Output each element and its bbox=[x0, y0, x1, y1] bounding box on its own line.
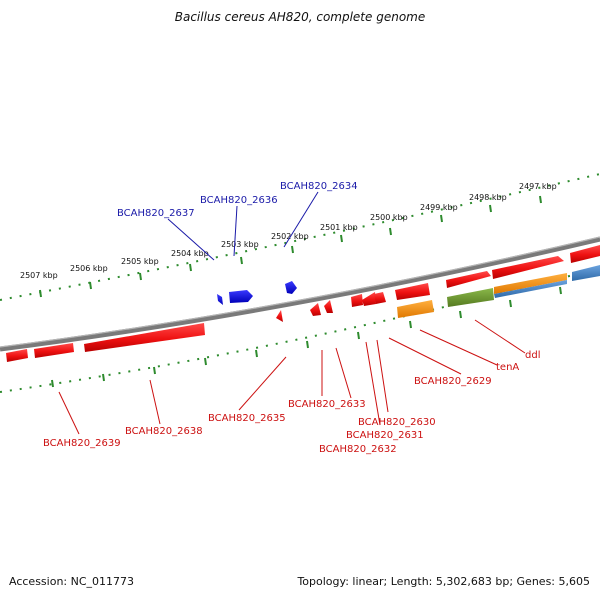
lower-scale-ticks bbox=[51, 286, 562, 388]
scale-label: 2501 kbp bbox=[320, 223, 358, 232]
gene-arrow-red[interactable] bbox=[6, 349, 28, 362]
gene-label: BCAH820_2638 bbox=[125, 426, 203, 437]
upper-leader-lines bbox=[167, 191, 319, 261]
gene-label: BCAH820_2636 bbox=[200, 195, 278, 206]
gene-arrow-red[interactable] bbox=[310, 303, 321, 316]
scale-label: 2500 kbp bbox=[370, 213, 408, 222]
scale-label: 2507 kbp bbox=[20, 271, 58, 280]
genome-backbone bbox=[0, 236, 600, 352]
scale-label: 2504 kbp bbox=[171, 249, 209, 258]
genome-backbone-highlight bbox=[0, 236, 600, 348]
gene-arrow-red[interactable] bbox=[276, 310, 283, 322]
genome-title: Bacillus cereus AH820, complete genome bbox=[174, 10, 426, 24]
gene-arrow-red[interactable] bbox=[570, 245, 600, 263]
gene-label: BCAH820_2639 bbox=[43, 438, 121, 449]
gene-arrow-steel[interactable] bbox=[494, 280, 567, 298]
gene-arrow-orange[interactable] bbox=[397, 300, 434, 318]
upper-scale-labels: 2507 kbp 2506 kbp 2505 kbp 2504 kbp 2503… bbox=[20, 182, 557, 280]
scale-label: 2497 kbp bbox=[519, 182, 557, 191]
upper-scale-ticks bbox=[39, 195, 542, 298]
gene-arrow-steel[interactable] bbox=[572, 265, 600, 281]
gene-arrow-red[interactable] bbox=[492, 256, 564, 279]
gene-label: BCAH820_2629 bbox=[414, 376, 492, 387]
gene-label: BCAH820_2632 bbox=[319, 444, 397, 455]
upper-gene-labels: BCAH820_2637 BCAH820_2636 BCAH820_2634 bbox=[117, 181, 358, 219]
gene-label: BCAH820_2634 bbox=[280, 181, 358, 192]
upper-scale-dots bbox=[0, 173, 600, 301]
accession-label: Accession: NC_011773 bbox=[9, 575, 135, 588]
gene-label: BCAH820_2633 bbox=[288, 399, 366, 410]
gene-arrow-red[interactable] bbox=[351, 294, 363, 307]
gene-arrow-red[interactable] bbox=[84, 323, 205, 352]
lower-leader-lines bbox=[58, 319, 526, 435]
gene-arrow-orange[interactable] bbox=[494, 273, 567, 294]
gene-arrow-red[interactable] bbox=[446, 271, 491, 288]
lower-strand-genes bbox=[6, 283, 494, 362]
gene-arrow-blue[interactable] bbox=[229, 290, 253, 303]
scale-label: 2505 kbp bbox=[121, 257, 159, 266]
gene-label: BCAH820_2635 bbox=[208, 413, 286, 424]
gene-arrow-red[interactable] bbox=[395, 283, 430, 300]
gene-arrow-red[interactable] bbox=[324, 300, 333, 313]
scale-label: 2499 kbp bbox=[420, 203, 458, 212]
gene-label: BCAH820_2637 bbox=[117, 208, 195, 219]
gene-arrow-blue[interactable] bbox=[217, 294, 223, 305]
gene-label: ddl bbox=[525, 350, 540, 361]
scale-label: 2506 kbp bbox=[70, 264, 108, 273]
gene-arrow-blue[interactable] bbox=[285, 281, 297, 294]
scale-label: 2498 kbp bbox=[469, 193, 507, 202]
lower-gene-labels: BCAH820_2639 BCAH820_2638 BCAH820_2635 B… bbox=[43, 350, 540, 455]
upper-strand-genes bbox=[446, 245, 600, 298]
gene-arrow-green[interactable] bbox=[447, 288, 494, 307]
scale-label: 2502 kbp bbox=[271, 232, 309, 241]
topology-label: Topology: linear; Length: 5,302,683 bp; … bbox=[297, 575, 590, 588]
gene-label: BCAH820_2630 bbox=[358, 417, 436, 428]
gene-label: tenA bbox=[496, 362, 519, 373]
gene-arrow-red[interactable] bbox=[374, 292, 386, 304]
gene-arrow-red[interactable] bbox=[34, 343, 74, 358]
gene-arrow-red[interactable] bbox=[362, 292, 376, 306]
scale-label: 2503 kbp bbox=[221, 240, 259, 249]
gene-label: BCAH820_2631 bbox=[346, 430, 424, 441]
blue-genes bbox=[217, 281, 297, 305]
